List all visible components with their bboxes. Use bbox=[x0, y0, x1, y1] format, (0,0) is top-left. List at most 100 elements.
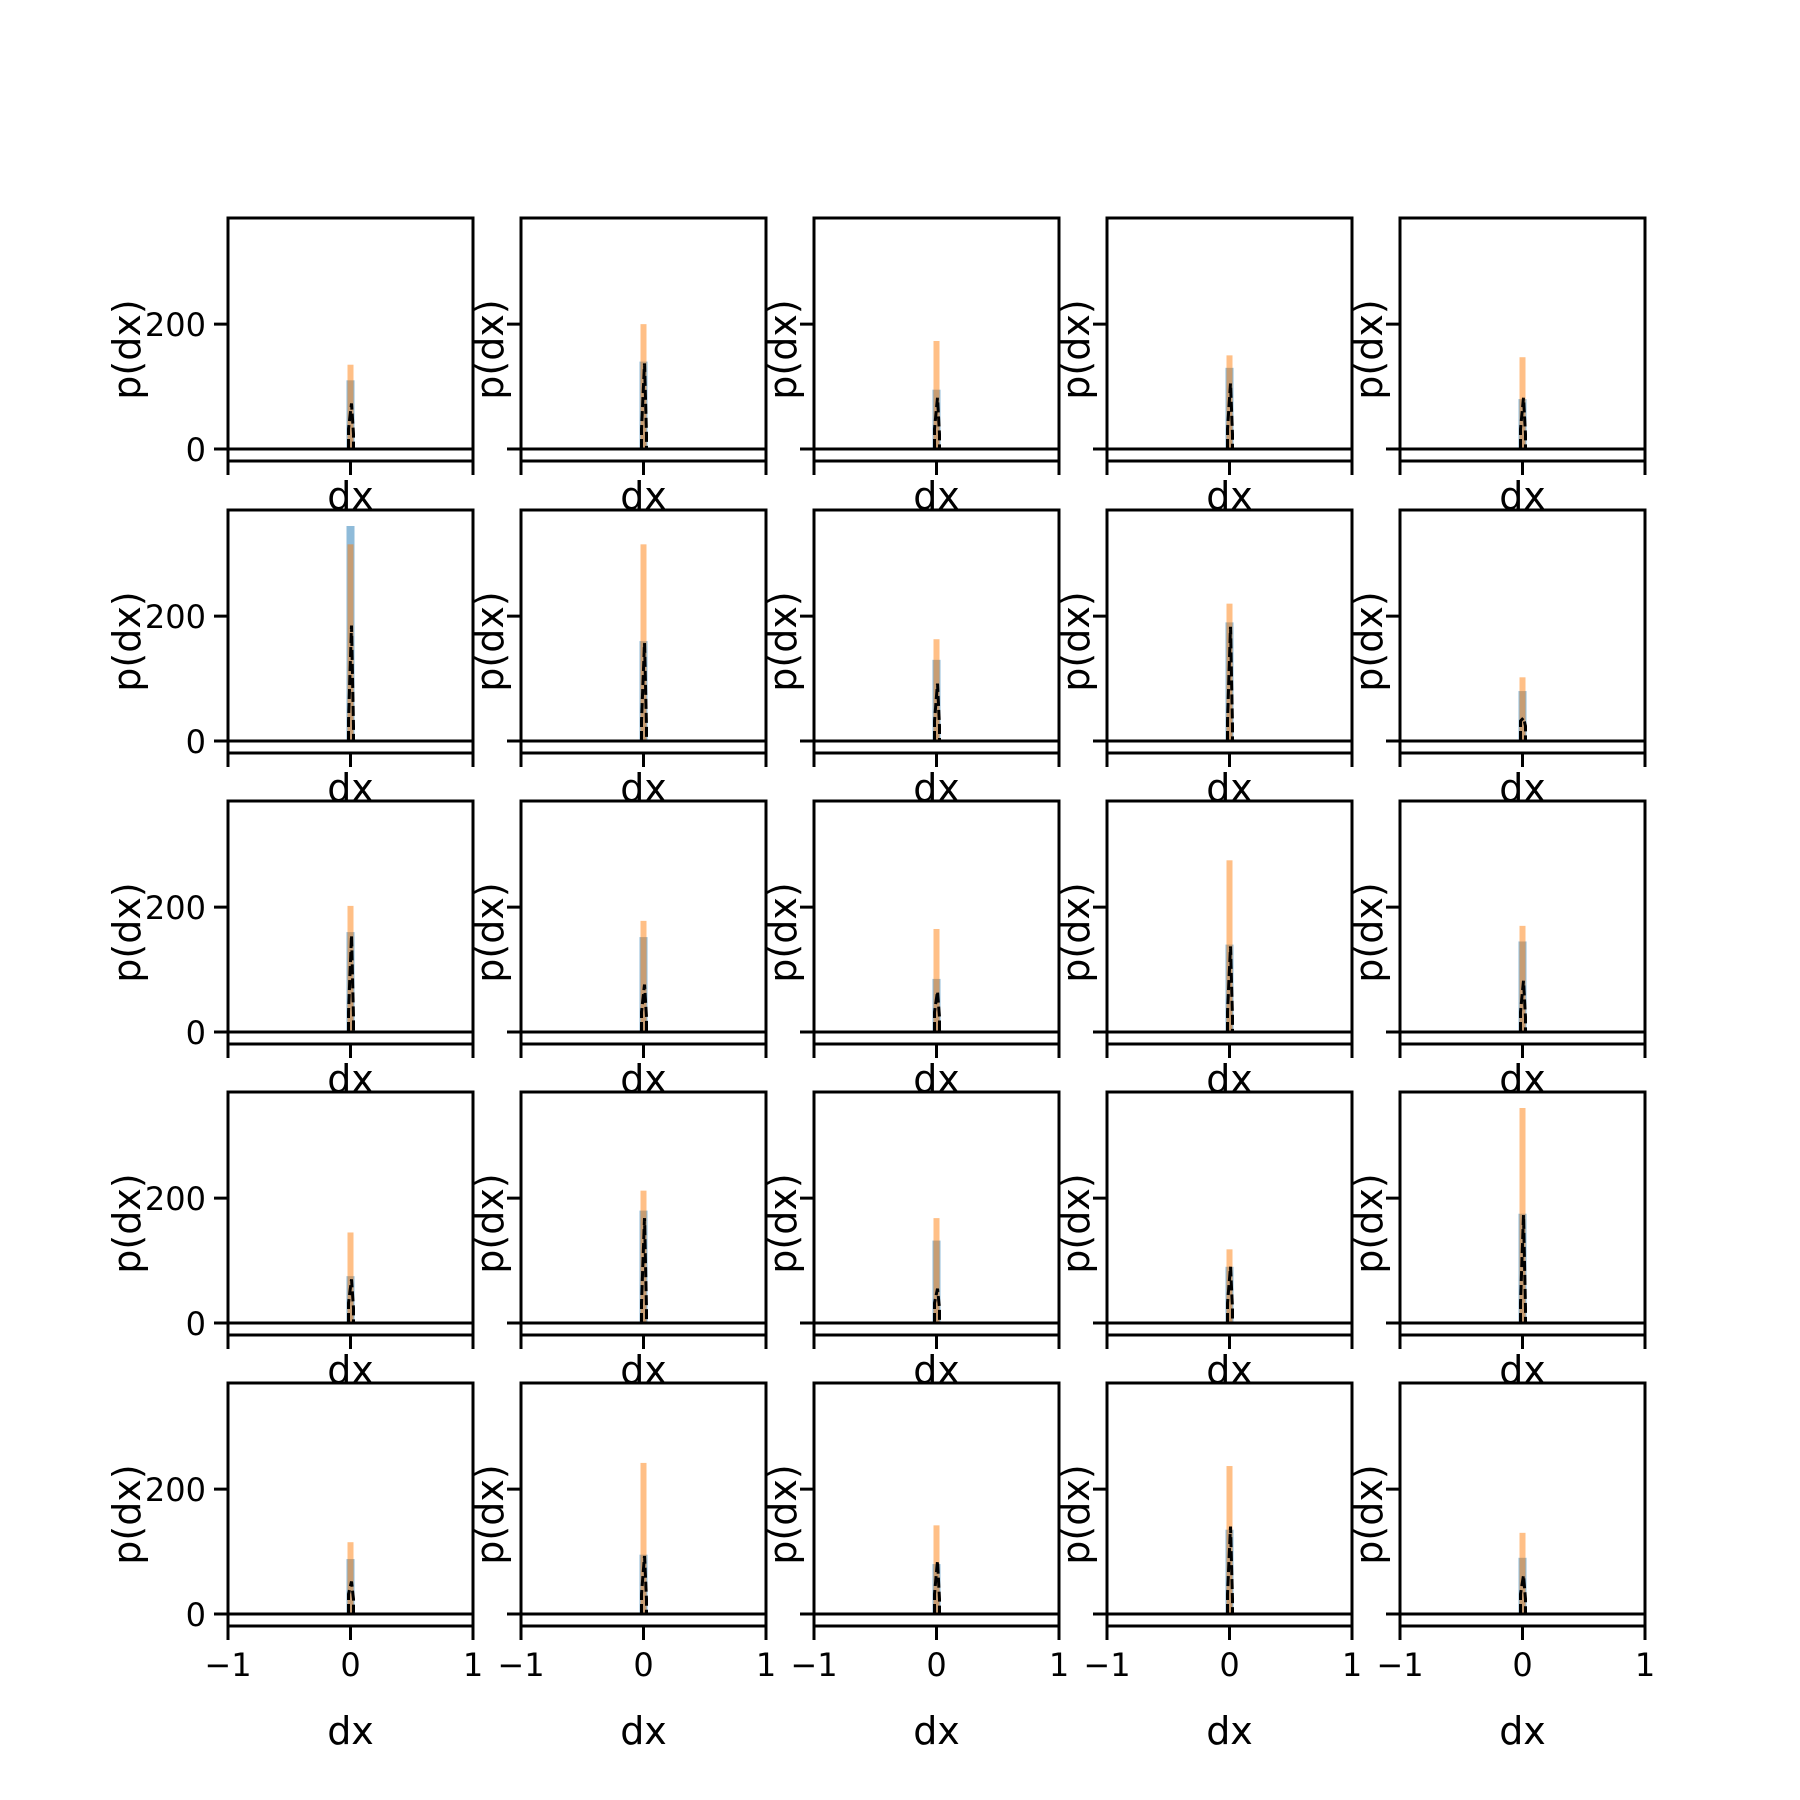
panel-3-1: 0 200 dx p(dx) bbox=[105, 799, 475, 1101]
x-axis-label: dx bbox=[1499, 1348, 1546, 1392]
x-axis-label: dx bbox=[913, 1348, 960, 1392]
density-line bbox=[640, 1218, 648, 1323]
density-line bbox=[1226, 626, 1234, 741]
density-line bbox=[1226, 946, 1234, 1032]
series-b-bar bbox=[347, 1542, 354, 1614]
y-axis-label: p(dx) bbox=[468, 882, 512, 982]
y-tick-label: 200 bbox=[145, 598, 206, 636]
panel-3-4: dx p(dx) bbox=[1054, 799, 1354, 1101]
x-tick-label: 1 bbox=[1049, 1646, 1069, 1684]
x-tick-label: −1 bbox=[204, 1646, 251, 1684]
series-b-bar bbox=[933, 928, 940, 1032]
overlap-clip bbox=[230, 512, 471, 526]
overlap-clip bbox=[816, 1094, 1057, 1108]
x-axis-label: dx bbox=[620, 1348, 667, 1392]
x-tick-label: −1 bbox=[1376, 1646, 1423, 1684]
series-b-bar bbox=[933, 1218, 940, 1323]
y-axis-label: p(dx) bbox=[1347, 882, 1391, 982]
density-line bbox=[347, 403, 355, 449]
y-tick-label: 0 bbox=[186, 1596, 206, 1634]
x-tick-label: 0 bbox=[926, 1646, 946, 1684]
density-line bbox=[1519, 980, 1527, 1032]
density-line bbox=[933, 397, 941, 449]
y-axis-label: p(dx) bbox=[761, 1173, 805, 1273]
series-b-bar bbox=[1226, 860, 1233, 1032]
panel-4-5: dx p(dx) bbox=[1347, 1090, 1647, 1392]
density-line bbox=[1226, 1266, 1234, 1323]
density-line bbox=[1519, 714, 1527, 741]
y-axis-label: p(dx) bbox=[105, 299, 149, 399]
x-axis-label: dx bbox=[620, 1057, 667, 1101]
y-axis-label: p(dx) bbox=[761, 1464, 805, 1564]
panel-5-4: −1 0 1 dx p(dx) bbox=[1054, 1381, 1362, 1753]
series-b-bar bbox=[1519, 1532, 1526, 1614]
y-axis-label: p(dx) bbox=[468, 591, 512, 691]
x-axis-label: dx bbox=[1206, 1709, 1253, 1753]
x-tick-label: 1 bbox=[756, 1646, 776, 1684]
density-line bbox=[640, 642, 648, 741]
x-axis-label: dx bbox=[913, 1057, 960, 1101]
density-line bbox=[1519, 397, 1527, 449]
overlap-clip bbox=[230, 1094, 471, 1108]
panel-5-1: 0 200 −1 0 1 dx p(dx) bbox=[105, 1381, 483, 1753]
x-axis-label: dx bbox=[1499, 766, 1546, 810]
y-tick-label: 0 bbox=[186, 1305, 206, 1343]
overlap-clip bbox=[1109, 1385, 1350, 1399]
x-axis-label: dx bbox=[1206, 1057, 1253, 1101]
density-line bbox=[347, 1279, 355, 1323]
density-line bbox=[933, 991, 941, 1032]
panel-5-2: −1 0 1 dx p(dx) bbox=[468, 1381, 776, 1753]
y-axis-label: p(dx) bbox=[761, 299, 805, 399]
x-tick-label: 1 bbox=[463, 1646, 483, 1684]
y-axis-label: p(dx) bbox=[468, 1173, 512, 1273]
x-tick-label: 0 bbox=[633, 1646, 653, 1684]
series-b-bar bbox=[640, 544, 647, 741]
y-tick-label: 0 bbox=[186, 431, 206, 469]
panel-2-2: dx p(dx) bbox=[468, 508, 768, 810]
overlap-clip bbox=[523, 803, 764, 817]
y-axis-label: p(dx) bbox=[105, 591, 149, 691]
y-axis-label: p(dx) bbox=[105, 1464, 149, 1564]
density-line bbox=[1226, 383, 1234, 449]
y-axis-label: p(dx) bbox=[105, 882, 149, 982]
overlap-clip bbox=[523, 1094, 764, 1108]
overlap-clip bbox=[230, 803, 471, 817]
series-b-bar bbox=[1519, 925, 1526, 1032]
density-line bbox=[347, 1581, 355, 1614]
y-axis-label: p(dx) bbox=[1347, 591, 1391, 691]
x-tick-label: 0 bbox=[1219, 1646, 1239, 1684]
x-axis-label: dx bbox=[1206, 766, 1253, 810]
x-tick-label: −1 bbox=[790, 1646, 837, 1684]
y-axis-label: p(dx) bbox=[1054, 299, 1098, 399]
panel-5-3: −1 0 1 dx p(dx) bbox=[761, 1381, 1069, 1753]
panel-1-3: dxp(dx) bbox=[761, 216, 1061, 518]
series-b-bar bbox=[640, 920, 647, 1032]
series-b-bar bbox=[933, 340, 940, 449]
density-line bbox=[640, 1555, 648, 1614]
x-tick-label: 0 bbox=[340, 1646, 360, 1684]
density-line bbox=[1226, 1526, 1234, 1614]
density-line bbox=[640, 363, 648, 449]
panel-5-5: −1 0 1 dx p(dx) bbox=[1347, 1381, 1655, 1753]
y-tick-label: 200 bbox=[145, 306, 206, 344]
overlap-clip bbox=[1402, 803, 1643, 817]
panels-layer: 0200dxp(dx)dxp(dx)dxp(dx)dxp(dx)dxp(dx)0… bbox=[105, 216, 1655, 1753]
x-tick-label: 1 bbox=[1635, 1646, 1655, 1684]
series-b-bar bbox=[347, 1232, 354, 1323]
panel-3-2: dx p(dx) bbox=[468, 799, 768, 1101]
series-b-bar bbox=[1519, 1105, 1526, 1323]
density-line bbox=[933, 683, 941, 741]
series-b-bar bbox=[1226, 603, 1233, 741]
panel-2-3: dx p(dx) bbox=[761, 508, 1061, 810]
x-axis-label: dx bbox=[913, 766, 960, 810]
y-axis-label: p(dx) bbox=[1054, 1464, 1098, 1564]
x-axis-label: dx bbox=[327, 1348, 374, 1392]
y-axis-label: p(dx) bbox=[468, 1464, 512, 1564]
overlap-clip bbox=[816, 1385, 1057, 1399]
panel-4-3: dx p(dx) bbox=[761, 1090, 1061, 1392]
x-axis-label: dx bbox=[1206, 1348, 1253, 1392]
y-axis-label: p(dx) bbox=[761, 882, 805, 982]
y-axis-label: p(dx) bbox=[761, 591, 805, 691]
x-tick-label: 0 bbox=[1512, 1646, 1532, 1684]
